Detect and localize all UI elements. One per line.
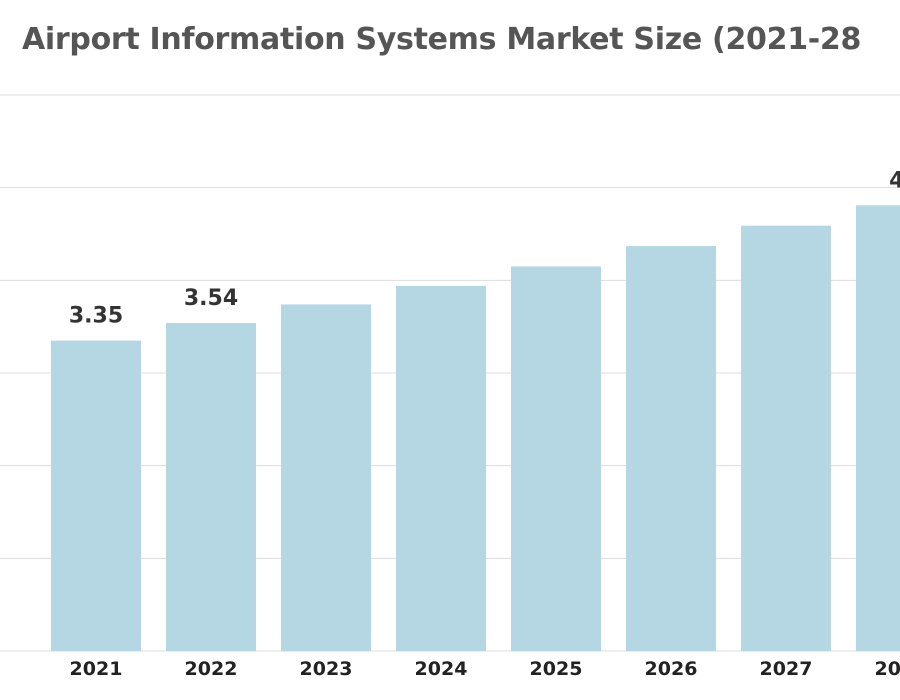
bar-2021	[51, 340, 141, 651]
bar-2022	[166, 322, 256, 651]
x-tick-label: 2021	[70, 658, 123, 680]
x-tick-label: 2022	[185, 658, 238, 680]
bar-2027	[741, 225, 831, 651]
x-tick-label: 2027	[760, 658, 813, 680]
x-tick-label: 2028	[875, 658, 900, 680]
x-tick-label: 2024	[415, 658, 468, 680]
x-tick-label: 2025	[530, 658, 583, 680]
x-tick-label: 2026	[645, 658, 698, 680]
chart-title: Airport Information Systems Market Size …	[22, 22, 862, 57]
bar-2024	[396, 285, 486, 651]
data-label: 4.	[889, 168, 900, 193]
bar-2026	[626, 246, 716, 651]
x-tick-label: 2023	[300, 658, 353, 680]
data-label: 3.54	[184, 286, 238, 311]
bar-2028	[856, 205, 900, 652]
data-label: 3.35	[69, 304, 123, 329]
bar-2023	[281, 304, 371, 651]
bar-2025	[511, 266, 601, 651]
